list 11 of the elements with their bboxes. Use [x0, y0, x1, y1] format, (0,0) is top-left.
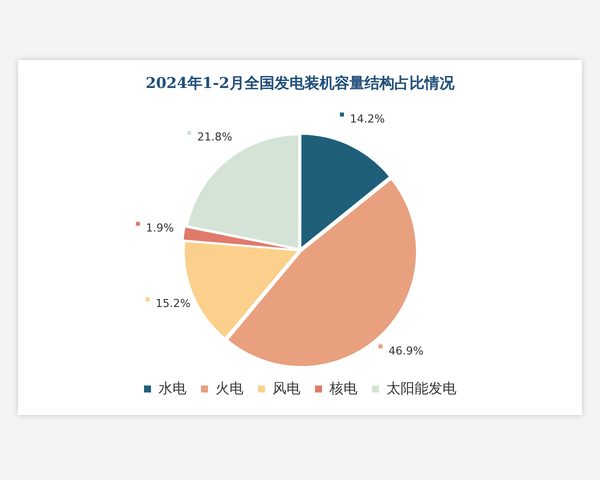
legend-label: 太阳能发电	[386, 380, 456, 396]
data-label: 14.2%	[350, 112, 385, 126]
legend-label: 水电	[158, 380, 186, 396]
legend-label: 火电	[216, 380, 244, 396]
legend-label: 核电	[328, 380, 358, 396]
data-label: 21.8%	[197, 130, 232, 144]
legend-label: 风电	[272, 380, 300, 396]
data-label: 1.9%	[146, 222, 174, 235]
data-label: 15.2%	[156, 297, 191, 310]
chart-title: 2024年1-2月全国发电装机容量结构占比情况	[144, 74, 456, 93]
data-label: 46.9%	[388, 344, 424, 358]
